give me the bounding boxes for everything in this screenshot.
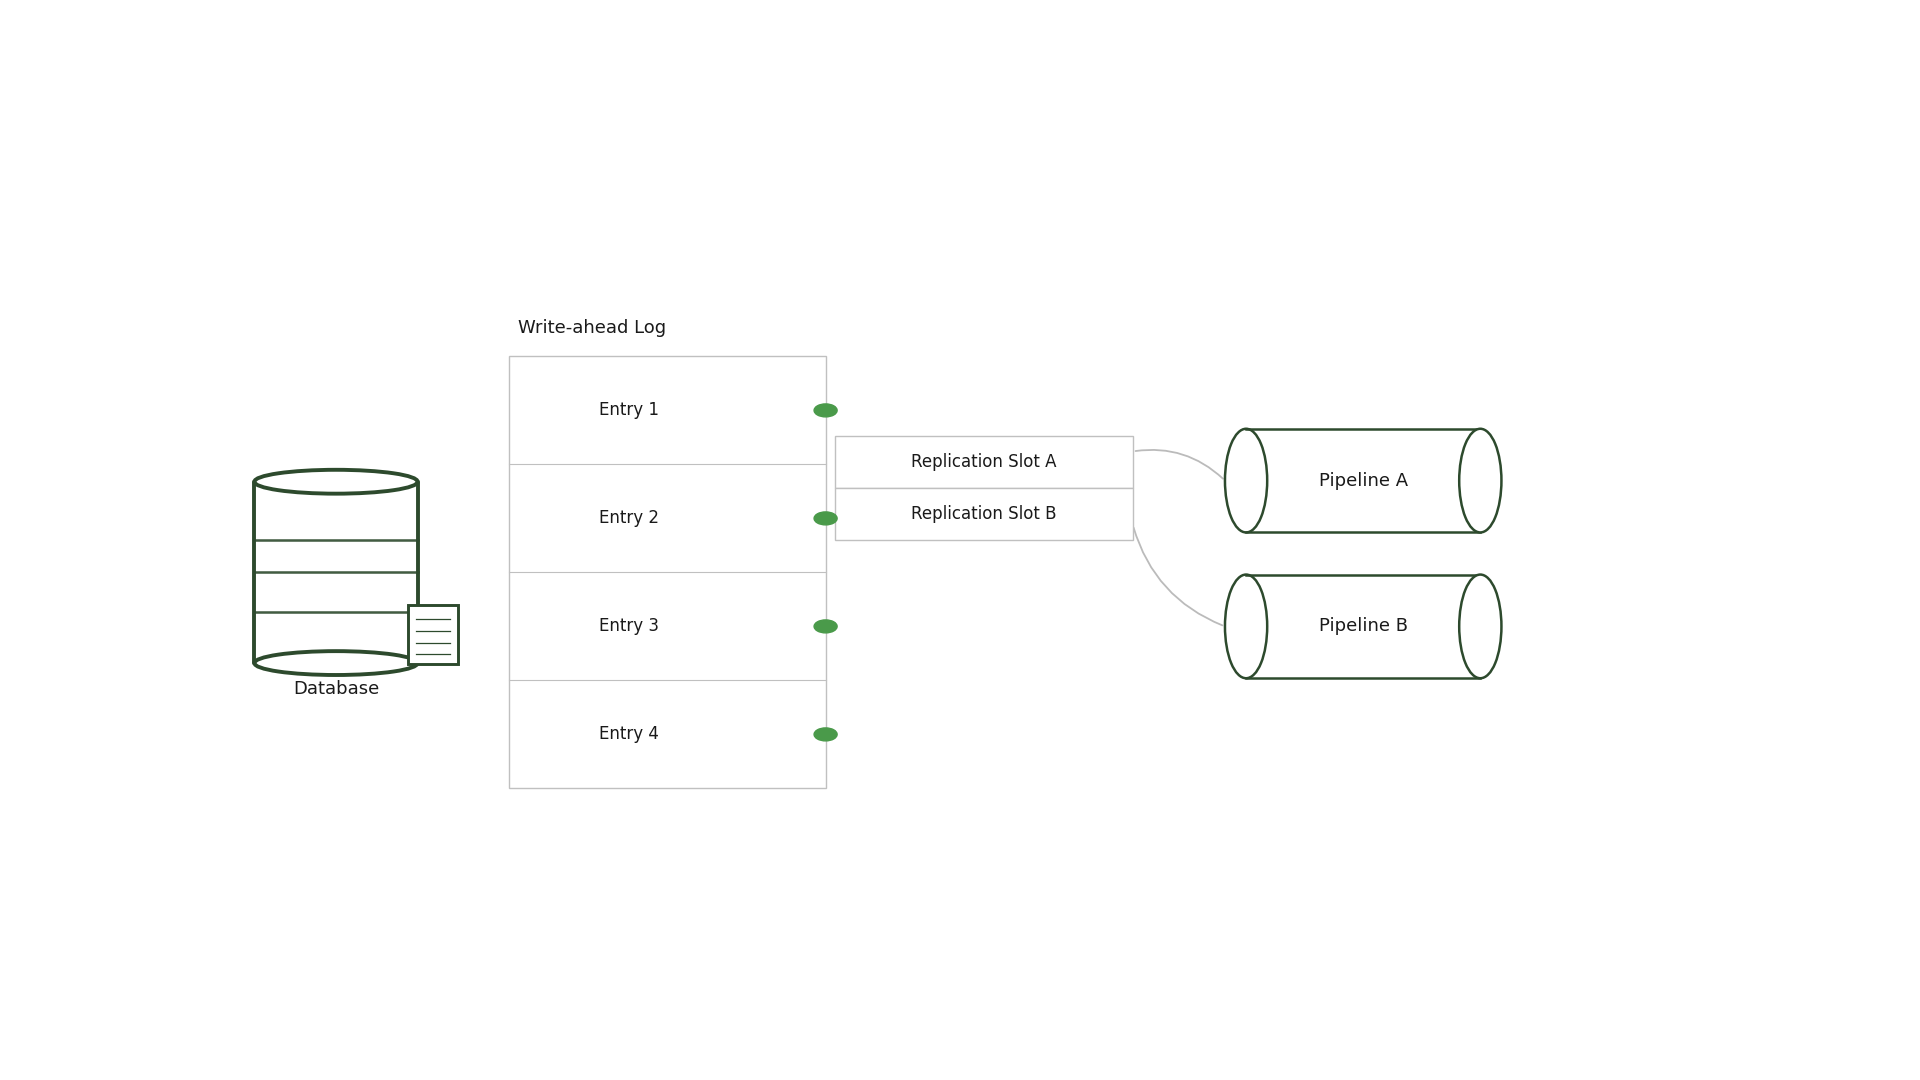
FancyBboxPatch shape (835, 436, 1133, 488)
Circle shape (814, 620, 837, 633)
Text: Replication Slot B: Replication Slot B (912, 505, 1056, 523)
Text: Entry 3: Entry 3 (599, 618, 659, 635)
Ellipse shape (1459, 429, 1501, 532)
Text: Database: Database (294, 680, 378, 699)
Text: Pipeline A: Pipeline A (1319, 472, 1407, 489)
Text: Replication Slot A: Replication Slot A (912, 454, 1056, 471)
Text: Write-ahead Log: Write-ahead Log (518, 319, 666, 337)
Text: Pipeline B: Pipeline B (1319, 618, 1407, 635)
Circle shape (814, 404, 837, 417)
Text: Entry 2: Entry 2 (599, 510, 659, 527)
FancyBboxPatch shape (835, 488, 1133, 540)
FancyBboxPatch shape (509, 356, 826, 788)
FancyBboxPatch shape (407, 605, 457, 664)
Ellipse shape (1459, 575, 1501, 678)
FancyBboxPatch shape (1246, 429, 1480, 532)
FancyBboxPatch shape (1246, 575, 1480, 678)
Text: Entry 1: Entry 1 (599, 402, 659, 419)
Text: Entry 4: Entry 4 (599, 726, 659, 743)
Circle shape (814, 728, 837, 741)
Circle shape (814, 512, 837, 525)
